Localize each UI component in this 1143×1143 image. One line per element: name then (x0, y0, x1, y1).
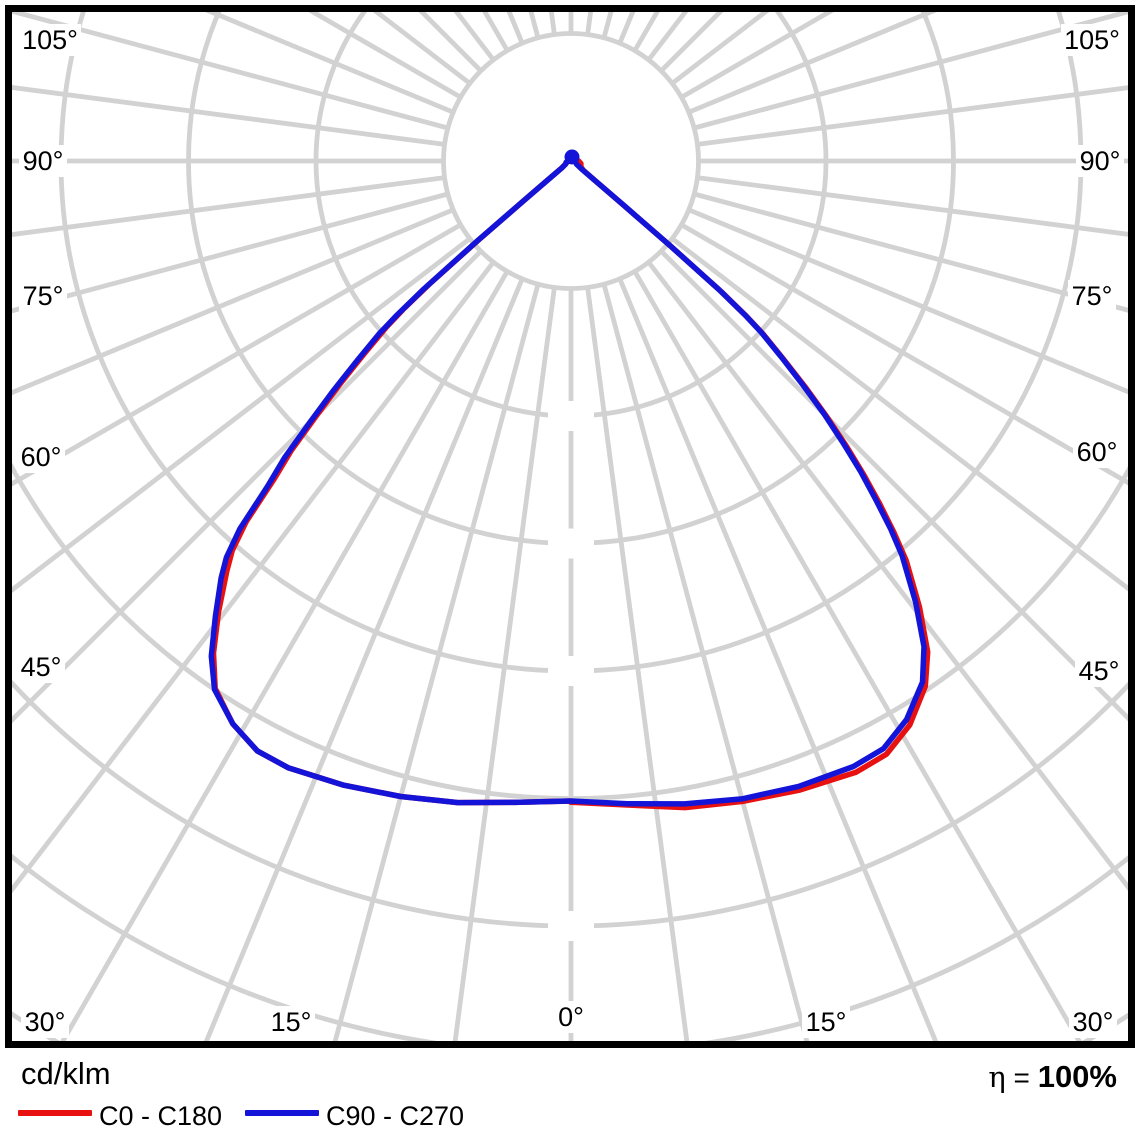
grid-spoke (12, 249, 483, 724)
angle-label-mask (1069, 1006, 1117, 1038)
angle-label-mask (1061, 24, 1123, 56)
ring-value-label-box (548, 656, 594, 686)
grid-spoke (687, 12, 937, 115)
angle-tick-label: 45° (21, 652, 62, 682)
angle-label-mask (1073, 436, 1121, 468)
angle-tick-label: 30° (1073, 1007, 1114, 1037)
angle-label-mask (267, 1006, 315, 1038)
angle-label-mask (802, 1006, 850, 1038)
angle-tick-label: 15° (806, 1007, 847, 1037)
angle-tick-label: 75° (1072, 281, 1113, 311)
legend-label-c0-c180: C0 - C180 (99, 1101, 223, 1131)
angle-label-mask (1076, 145, 1124, 177)
grid-spoke (632, 270, 1082, 1041)
grid-spoke (452, 287, 557, 1041)
efficiency-value: η = 100% (988, 1059, 1117, 1095)
grid-spoke (12, 12, 449, 131)
grid-spoke (646, 260, 1129, 893)
angle-tick-label: 30° (25, 1007, 66, 1037)
origin-dot (564, 149, 580, 165)
grid-spoke (601, 283, 810, 1041)
ring-value-label-box (548, 911, 594, 941)
angle-tick-label: 75° (23, 281, 64, 311)
curve-c90-c270 (208, 158, 927, 807)
angle-tick-label: 0° (558, 1002, 584, 1032)
angle-tick-label: 105° (1064, 25, 1120, 55)
grid-spoke (693, 191, 1129, 313)
angle-tick-labels: 105° 105° 90° 90° 75° 75° 60° 60° 45° 45° 30° 30° 15… (17, 24, 1124, 1038)
grid-spoke (12, 260, 496, 894)
angle-label-mask (19, 24, 81, 56)
grid-spoke (697, 85, 1129, 147)
legend-label-c90-c270: C90 - C270 (326, 1101, 465, 1131)
grid-spoke (12, 222, 462, 487)
angle-tick-label: 90° (23, 146, 64, 176)
angle-label-mask (554, 1001, 588, 1033)
unit-label: cd/klm (21, 1056, 111, 1091)
eta-equals: = (1005, 1062, 1038, 1093)
angle-tick-label: 45° (1079, 656, 1120, 686)
grid-spoke (205, 12, 455, 115)
grid-spoke (12, 236, 472, 593)
grid-spoke (617, 277, 939, 1041)
plot-border (5, 5, 1135, 1048)
angle-label-mask (21, 1006, 69, 1038)
grid-spoke (697, 175, 1129, 237)
legend-swatch-c90-c270 (245, 1110, 319, 1116)
angle-tick-label: 15° (271, 1007, 312, 1037)
angle-label-mask (19, 280, 67, 312)
grid-spoke (60, 270, 510, 1041)
ring-value-label-masks (548, 401, 594, 941)
grid-spoke (693, 12, 1129, 131)
angle-label-mask (17, 651, 65, 683)
ring-value-label-box (548, 401, 594, 431)
angle-label-mask (1068, 280, 1116, 312)
angle-label-mask (19, 145, 67, 177)
eta-percent: 100% (1037, 1059, 1117, 1094)
angle-tick-label: 60° (21, 442, 62, 472)
angle-label-mask (17, 441, 65, 473)
grid-spoke (670, 236, 1129, 593)
angle-tick-label: 105° (22, 25, 78, 55)
grid-spoke (12, 175, 445, 237)
eta-symbol: η (988, 1060, 1006, 1094)
legend-swatch-c0-c180 (18, 1110, 92, 1116)
grid-spoke (332, 283, 541, 1041)
grid-spoke (687, 207, 1129, 395)
grid-spoke (203, 277, 525, 1041)
angle-tick-label: 60° (1077, 437, 1118, 467)
grid-spoke (585, 287, 690, 1041)
ring-value-label-box (548, 528, 594, 559)
grid-spoke (12, 191, 449, 314)
grid-spoke (12, 207, 455, 396)
angle-tick-label: 90° (1080, 146, 1121, 176)
angle-label-mask (1075, 655, 1123, 687)
grid-spoke (12, 85, 445, 147)
grid-spoke (659, 249, 1129, 723)
